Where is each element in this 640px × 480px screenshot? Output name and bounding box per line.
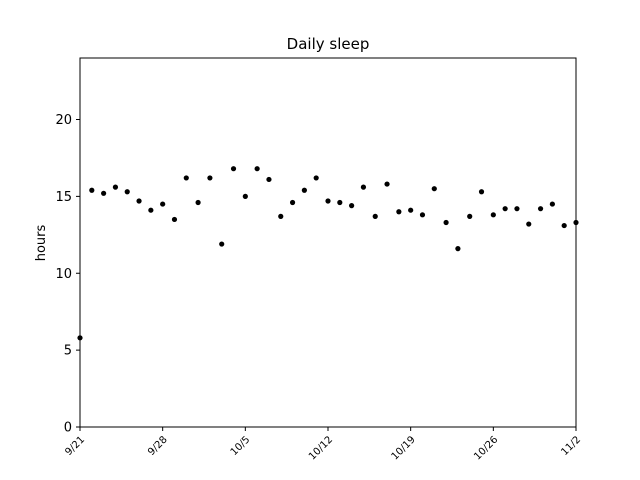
y-axis: 0 5 10 15 20 bbox=[55, 113, 80, 436]
data-point bbox=[289, 199, 296, 206]
data-point bbox=[337, 199, 343, 206]
data-point bbox=[160, 201, 166, 207]
data-point bbox=[183, 175, 189, 181]
data-point bbox=[278, 213, 284, 219]
data-point bbox=[89, 187, 95, 193]
data-point bbox=[396, 209, 402, 215]
y-axis-label: hours bbox=[34, 225, 49, 262]
data-point bbox=[254, 166, 260, 172]
data-point bbox=[219, 241, 225, 247]
data-point bbox=[549, 201, 555, 207]
data-point bbox=[195, 199, 201, 206]
data-point bbox=[313, 175, 319, 181]
data-point bbox=[384, 181, 390, 187]
data-point bbox=[266, 176, 272, 183]
data-point bbox=[325, 198, 331, 204]
data-point bbox=[443, 219, 449, 226]
data-point bbox=[561, 222, 567, 229]
chart-title: Daily sleep bbox=[287, 35, 370, 53]
x-tick-label: 10/26 bbox=[472, 434, 500, 462]
data-point bbox=[124, 189, 130, 195]
y-tick-label: 20 bbox=[55, 113, 72, 128]
y-tick-label: 10 bbox=[55, 267, 72, 282]
y-tick-label: 15 bbox=[55, 190, 72, 205]
data-point bbox=[372, 213, 378, 219]
data-point bbox=[242, 193, 248, 199]
x-tick-label: 10/12 bbox=[307, 434, 335, 462]
data-point bbox=[230, 166, 237, 172]
x-tick-label: 9/21 bbox=[63, 434, 87, 458]
data-point bbox=[136, 198, 142, 204]
data-point bbox=[101, 190, 107, 196]
data-point bbox=[207, 175, 213, 181]
x-tick-label: 11/2 bbox=[559, 434, 583, 458]
data-point bbox=[455, 246, 461, 252]
data-point bbox=[431, 186, 437, 192]
x-tick-label: 10/19 bbox=[390, 434, 418, 462]
plot-frame bbox=[79, 57, 577, 428]
data-point bbox=[112, 184, 119, 190]
data-point bbox=[349, 203, 355, 209]
data-point bbox=[408, 207, 414, 213]
x-tick-label: 9/28 bbox=[146, 434, 170, 458]
data-point bbox=[526, 221, 532, 227]
data-point bbox=[478, 189, 485, 195]
data-point bbox=[301, 187, 307, 193]
data-point bbox=[171, 216, 178, 223]
data-point bbox=[502, 206, 508, 212]
y-tick-label: 5 bbox=[64, 344, 72, 359]
data-point bbox=[148, 207, 154, 213]
data-point bbox=[360, 184, 367, 190]
y-tick-label: 0 bbox=[64, 421, 72, 436]
data-point bbox=[490, 212, 496, 218]
sleep-points bbox=[77, 166, 579, 341]
data-point bbox=[467, 213, 473, 219]
data-point bbox=[514, 206, 520, 212]
x-axis: 9/21 9/28 10/5 10/12 10/19 10/26 11/2 bbox=[63, 427, 583, 462]
x-tick-label: 10/5 bbox=[229, 434, 253, 458]
data-point bbox=[419, 212, 426, 218]
data-point bbox=[537, 206, 544, 212]
